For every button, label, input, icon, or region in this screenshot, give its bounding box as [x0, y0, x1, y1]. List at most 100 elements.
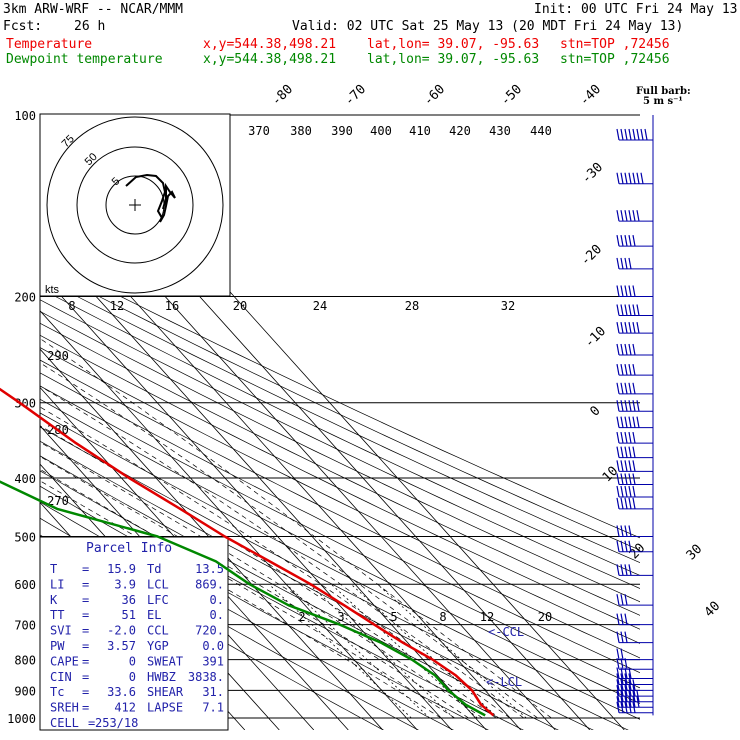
- isotherm-line: [40, 233, 487, 730]
- parcel-info-row: Tc = 33.6 SHEAR 31.: [50, 685, 224, 699]
- mixing-ratio-label: 3: [337, 610, 344, 624]
- wind-barb-flag: [632, 460, 636, 472]
- wind-barb-flag: [616, 473, 620, 485]
- wind-barb-flag: [624, 525, 628, 537]
- hodograph-center: [129, 199, 141, 211]
- temperature-legend: Temperature: [6, 37, 93, 52]
- moist-adiabat-label: 28: [405, 299, 419, 313]
- parcel-info-rows: T = 15.9 Td 13.5 LI = 3.9 LCL 869. K = 36 LFC 0. TT = 51 E…: [50, 562, 224, 730]
- wind-barb-flag: [616, 613, 620, 625]
- wind-barb-flag: [616, 658, 620, 670]
- theta-label: 290: [47, 349, 69, 363]
- wind-barb-flag: [616, 446, 620, 458]
- temperature-station: stn=TOP ,72456: [560, 37, 670, 52]
- moist-adiabat-label: 32: [501, 299, 515, 313]
- wind-barb-flag: [628, 343, 632, 356]
- wind-barb-flag: [620, 210, 624, 222]
- parcel-param-name: CAPE: [50, 654, 79, 668]
- dry-adiabat-line: [40, 359, 640, 659]
- wind-barb-flag: [624, 673, 628, 685]
- wind-barb-flag: [620, 696, 624, 708]
- isotherm-label: 40: [702, 599, 724, 621]
- parcel-param-name: Td: [147, 562, 161, 576]
- dry-adiabat-line: [40, 347, 640, 644]
- pressure-tick-label: 200: [14, 291, 36, 305]
- pressure-tick-label: 400: [14, 472, 36, 486]
- wind-barb-flag: [620, 416, 624, 428]
- isotherm-label: -80: [269, 82, 296, 109]
- wind-barb-flag: [640, 172, 644, 184]
- wind-barb-flag: [624, 701, 628, 713]
- isotherm-label: -70: [342, 82, 369, 109]
- wind-barb-flag: [616, 128, 620, 141]
- wind-barb-flag: [632, 473, 636, 485]
- data-layer: [0, 387, 495, 717]
- mixing-ratio-label: 8: [439, 610, 446, 624]
- wind-barb-flag: [616, 322, 620, 334]
- isotherm-label: 0: [587, 403, 603, 419]
- wind-barb-flag: [620, 690, 624, 702]
- wind-barb-flag: [628, 446, 632, 458]
- hodograph-ring: [46, 116, 224, 294]
- isotherm-label: -20: [578, 242, 605, 269]
- pressure-tick-label: 900: [14, 684, 36, 698]
- wind-barb-flag: [620, 304, 624, 316]
- parcel-param-value: 720.: [195, 624, 224, 638]
- wind-barb-flag: [628, 210, 632, 222]
- wind-barb-flag: [620, 400, 624, 412]
- wind-barb-flag: [640, 128, 644, 141]
- wind-barb-flag: [628, 128, 632, 141]
- parcel-param-value: 51: [122, 608, 136, 622]
- wind-barb-flag: [616, 343, 620, 356]
- wind-barb-flag: [632, 690, 636, 702]
- wind-barb-flag: [616, 564, 620, 576]
- mixing-ratio-line: [350, 583, 499, 719]
- wind-barb-flag: [620, 613, 624, 625]
- isotherm-label: 30: [684, 542, 706, 564]
- parcel-param-separator: =: [82, 624, 89, 638]
- wind-barb-flag: [624, 473, 628, 485]
- hodograph-trace: [125, 173, 176, 223]
- wind-barb-flag: [624, 210, 628, 222]
- wind-barb-flag: [620, 525, 624, 537]
- parcel-param-value: 36: [122, 593, 136, 607]
- wind-barb-flag: [628, 416, 632, 428]
- wind-barb-flag: [632, 382, 636, 394]
- wind-barb-flag: [624, 485, 628, 498]
- wind-barb-flag: [620, 322, 624, 334]
- parcel-param-name: T: [50, 562, 57, 576]
- moist-adiabat-label: 8: [68, 299, 75, 313]
- wind-barb-flag: [620, 594, 624, 606]
- parcel-param-name: LCL: [147, 577, 169, 591]
- dry-adiabat-line: [40, 455, 559, 730]
- wind-barb-flag: [620, 685, 624, 697]
- isotherm-label: -50: [498, 82, 525, 109]
- parcel-info-row: SVI = -2.0 CCL 720.: [50, 624, 224, 638]
- parcel-info-row: TT = 51 EL 0.: [50, 608, 224, 622]
- barb-legend: Full barb: 5 m s⁻¹: [636, 86, 691, 107]
- wind-barb-flag: [624, 400, 628, 412]
- parcel-info-box: [39, 536, 229, 731]
- theta-label: 420: [449, 124, 471, 138]
- pressure-tick-label: 500: [14, 530, 36, 544]
- dry-adiabat-line: [40, 288, 640, 576]
- moist-adiabat-line: [40, 406, 511, 719]
- wind-barb-flag: [620, 648, 624, 660]
- wind-barb-flag: [628, 685, 632, 697]
- pressure-tick-label: 300: [14, 397, 36, 411]
- dry-adiabat-line: [40, 265, 640, 551]
- wind-barb-flag: [616, 431, 620, 444]
- wind-barb-flag: [616, 696, 620, 708]
- theta-label: 390: [331, 124, 353, 138]
- wind-barb-flag: [628, 382, 632, 394]
- wind-barb-flag: [628, 431, 632, 444]
- pressure-tick-label: 100: [14, 109, 36, 123]
- wind-barb-flag: [616, 416, 620, 428]
- parcel-param-name: CIN: [50, 670, 72, 684]
- parcel-param-separator: =: [82, 608, 89, 622]
- wind-barb-flag: [616, 235, 620, 247]
- wind-barb-flag: [616, 631, 620, 643]
- wind-barb-flag: [644, 128, 648, 141]
- parcel-param-name: SWEAT: [147, 654, 183, 668]
